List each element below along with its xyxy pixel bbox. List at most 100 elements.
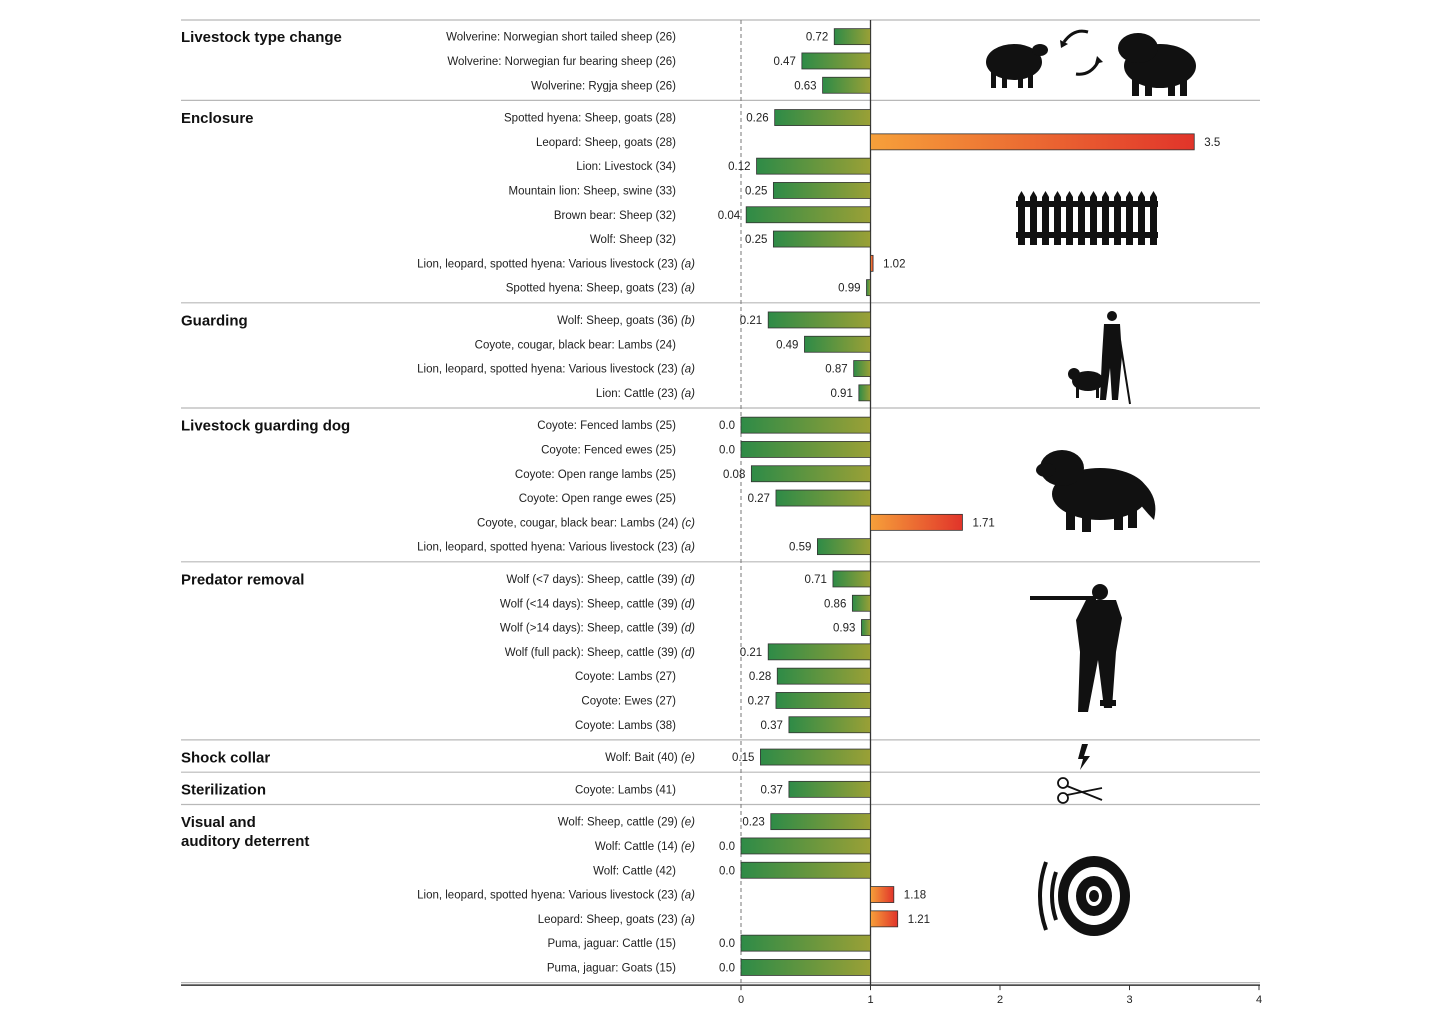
bar [870,513,963,531]
value-label: 1.18 [904,890,926,902]
row-label: Coyote: Open range lambs (25) [515,469,676,481]
bar [776,667,871,685]
row-label: Spotted hyena: Sheep, goats (28) [504,113,676,125]
bar [740,934,871,952]
value-label: 0.49 [776,339,798,351]
row-label: Leopard: Sheep, goats (23) (a) [538,914,695,926]
bar-layer [740,28,1195,976]
value-label: 0.21 [740,315,762,327]
value-label: 0.27 [748,695,770,707]
row-label: Wolverine: Norwegian short tailed sheep … [446,32,676,44]
value-label: 0.0 [719,420,735,432]
bar [750,465,871,483]
value-label: 0.63 [794,80,816,92]
bar [801,52,871,70]
value-label: 0.93 [833,623,855,635]
bar [788,716,871,734]
value-label: 1.21 [908,914,930,926]
value-label: 0.37 [761,784,783,796]
bar [740,861,871,879]
bar [788,780,871,798]
value-label: 0.04 [718,210,741,222]
value-label: 0.91 [830,388,852,400]
fence-picket [1114,191,1121,245]
value-label: 0.72 [806,32,828,44]
row-label: Coyote: Lambs (41) [575,784,676,796]
value-label: 0.0 [719,962,735,974]
bar [870,254,874,272]
value-label: 0.87 [825,364,847,376]
row-label: Lion: Cattle (23) (a) [596,388,695,400]
value-label: 0.21 [740,647,762,659]
bar [767,311,871,329]
row-label: Leopard: Sheep, goats (28) [536,137,676,149]
row-label: Coyote: Open range ewes (25) [519,493,676,505]
bar [740,416,871,434]
value-label: 0.15 [732,752,754,764]
fence-picket [1102,191,1109,245]
fence-picket [1150,191,1157,245]
value-label: 0.28 [749,671,771,683]
row-label: Wolf (>14 days): Sheep, cattle (39) (d) [500,623,695,635]
bar [740,837,871,855]
value-label: 0.59 [789,542,811,554]
speaker-icon [1038,856,1130,936]
row-label: Coyote: Lambs (38) [575,720,676,732]
row-label: Coyote: Ewes (27) [581,695,676,707]
fence-picket [1126,191,1133,245]
row-label: Wolf (<7 days): Sheep, cattle (39) (d) [506,574,695,586]
value-label: 0.26 [746,113,768,125]
row-label: Lion, leopard, spotted hyena: Various li… [417,258,695,270]
category-label: auditory deterrent [181,833,309,850]
category-label: Guarding [181,312,248,329]
hunter-icon [1030,584,1122,712]
row-label: Puma, jaguar: Cattle (15) [548,938,677,950]
category-label: Shock collar [181,749,270,766]
value-label: 0.25 [745,234,767,246]
row-label: Lion: Livestock (34) [576,161,676,173]
bar [870,886,895,903]
category-label: Livestock guarding dog [181,418,350,435]
value-label: 0.99 [838,283,860,295]
row-label: Lion, leopard, spotted hyena: Various li… [417,364,695,376]
bar [756,157,871,175]
bar [858,384,871,402]
bar [870,910,899,928]
row-label: Wolverine: Norwegian fur bearing sheep (… [447,56,676,68]
row-label: Coyote, cougar, black bear: Lambs (24) [475,339,677,351]
value-label: 1.02 [883,258,905,270]
category-label: Predator removal [181,571,304,588]
row-label: Coyote: Fenced ewes (25) [541,444,676,456]
row-label: Wolf: Sheep (32) [590,234,676,246]
grid-layer [181,19,1260,991]
row-label: Mountain lion: Sheep, swine (33) [509,185,677,197]
category-label: Livestock type change [181,29,342,46]
value-label: 0.23 [742,817,764,829]
bar [870,133,1195,151]
bar [866,279,871,297]
row-label: Wolf (<14 days): Sheep, cattle (39) (d) [500,598,695,610]
value-label: 1.71 [972,517,994,529]
fence-picket [1042,191,1049,245]
bar [775,489,871,507]
fence-picket [1030,191,1037,245]
bar [740,959,871,976]
bar [772,182,871,199]
value-label: 0.08 [723,469,745,481]
bar [853,360,871,377]
sheep-swap-icon [986,29,1196,96]
row-label: Puma, jaguar: Goats (15) [547,962,676,974]
bar [861,619,871,636]
value-label: 0.27 [748,493,770,505]
row-label: Wolf (full pack): Sheep, cattle (39) (d) [505,647,695,659]
value-label: 0.37 [761,720,783,732]
bar [760,748,871,766]
row-label: Coyote: Lambs (27) [575,671,676,683]
bar [851,594,871,612]
row-label: Wolverine: Rygja sheep (26) [531,80,676,92]
value-label: 0.47 [773,56,795,68]
value-label: 0.71 [805,574,827,586]
bar [740,441,871,458]
row-label: Coyote: Fenced lambs (25) [537,420,676,432]
lightning-icon [1078,744,1090,770]
